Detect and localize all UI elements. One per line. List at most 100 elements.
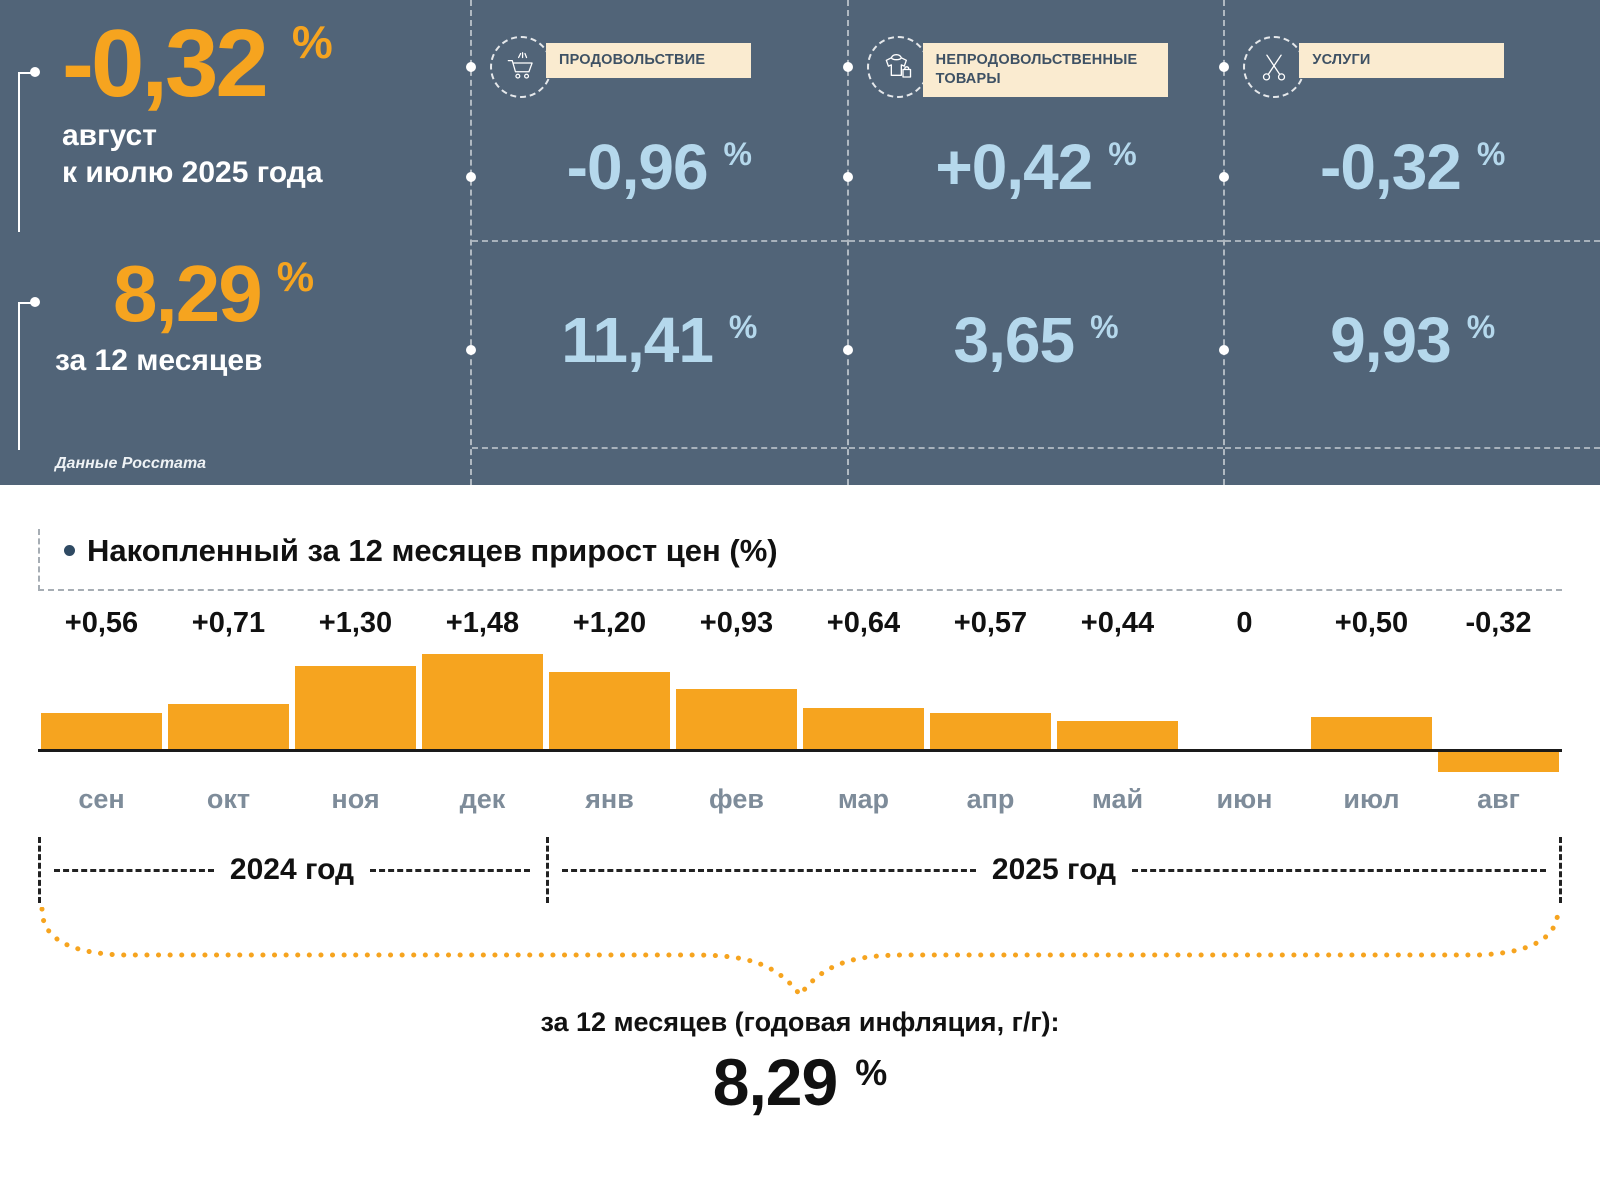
- month-label-фев: фев: [709, 784, 764, 814]
- bar-май: [1057, 721, 1178, 749]
- bar-cell: [1181, 752, 1308, 776]
- dashed-divider: [848, 240, 1224, 242]
- bar-cell: [673, 752, 800, 776]
- year-label: 2025 год: [991, 853, 1117, 886]
- bars-negative-row: [38, 752, 1562, 776]
- marker-dot: [466, 62, 476, 72]
- bar-value-label: +0,57: [953, 607, 1028, 639]
- infographic-root: -0,32% август к июлю 2025 года 8,29% за …: [0, 0, 1600, 1120]
- dashed-divider: [848, 447, 1224, 449]
- marker-dot: [30, 67, 40, 77]
- month-label-июл: июл: [1343, 784, 1400, 814]
- dashed-divider: [1225, 447, 1600, 449]
- category-header: ПРОДОВОЛЬСТВИЕ: [490, 36, 751, 98]
- dashed-divider: [1225, 240, 1600, 242]
- year-dash-line: [370, 868, 530, 872]
- bar-value-label: -0,32: [1465, 607, 1532, 639]
- category-columns: ПРОДОВОЛЬСТВИЕ -0,96% 11,41% НЕПРОДОВОЛЬСТВ…: [466, 0, 1600, 485]
- year-bracket-tick: [1559, 837, 1562, 903]
- bar-cell: [292, 752, 419, 776]
- annual-inflation-caption: за 12 месяцев (годовая инфляция, г/г):: [540, 1007, 1060, 1037]
- month-label-окт: окт: [206, 784, 251, 814]
- bar-value-label: +1,20: [572, 607, 647, 639]
- chart-title-row: Накопленный за 12 месяцев прирост цен (%…: [38, 527, 1562, 591]
- bar-value-label: +0,56: [64, 607, 139, 639]
- shopping-cart-icon: [490, 36, 552, 98]
- bar-value-label: +0,44: [1080, 607, 1155, 639]
- headline-monthly-label: август к июлю 2025 года: [62, 118, 323, 190]
- month-label-ноя: ноя: [331, 784, 380, 814]
- bar-cell: [292, 652, 419, 749]
- category-column-food: ПРОДОВОЛЬСТВИЕ -0,96% 11,41%: [466, 0, 847, 485]
- bar-value-label: +1,30: [318, 607, 393, 639]
- bar-value-labels-row: +0,56 +0,71 +1,30 +1,48 +1,20 +0,93 +0,64 +0,57…: [38, 607, 1562, 640]
- marker-dot: [842, 345, 853, 355]
- month-label-сен: сен: [78, 784, 125, 814]
- year-dash-line: [562, 868, 976, 872]
- month-label-дек: дек: [459, 784, 506, 814]
- bar-дек: [422, 654, 543, 749]
- dashed-divider: [472, 240, 847, 242]
- month-label-авг: авг: [1477, 784, 1520, 814]
- bar-cell: [673, 652, 800, 749]
- bar-сен: [41, 713, 162, 749]
- annual-inflation-value: 8,29%: [712, 1045, 888, 1119]
- marker-dot: [1219, 345, 1230, 355]
- bar-cell: [927, 752, 1054, 776]
- category-label: НЕПРОДОВОЛЬСТВЕННЫЕ ТОВАРЫ: [922, 43, 1168, 97]
- headline-monthly-value: -0,32%: [62, 10, 333, 117]
- category-monthly-value: -0,96%: [566, 131, 752, 203]
- year-group-2025-год: 2025 год: [546, 837, 1562, 903]
- marker-dot: [1219, 172, 1230, 182]
- marker-dot: [842, 62, 853, 72]
- bars-positive-row: [38, 652, 1562, 749]
- category-header: НЕПРОДОВОЛЬСТВЕННЫЕ ТОВАРЫ: [866, 36, 1168, 98]
- year-dash-line: [1132, 868, 1546, 872]
- category-column-services: УСЛУГИ -0,32% 9,93%: [1219, 0, 1600, 485]
- category-header: УСЛУГИ: [1243, 36, 1505, 98]
- marker-dot: [466, 345, 476, 355]
- bar-cell: [1308, 752, 1435, 776]
- headline-yearly-label: за 12 месяцев: [55, 344, 263, 377]
- bar-cell: [38, 752, 165, 776]
- bar-ноя: [295, 666, 416, 749]
- category-yearly-value: 11,41%: [561, 304, 758, 376]
- bar-cell: [927, 652, 1054, 749]
- bar-cell: [419, 652, 546, 749]
- summary-panel: -0,32% август к июлю 2025 года 8,29% за …: [0, 0, 1600, 485]
- category-label: УСЛУГИ: [1299, 43, 1505, 78]
- bar-cell: [165, 752, 292, 776]
- bar-cell: [1435, 752, 1562, 776]
- bar-cell: [1054, 652, 1181, 749]
- bar-cell: [546, 652, 673, 749]
- bar-value-label: +0,93: [699, 607, 774, 639]
- headline-yearly-value: 8,29%: [113, 249, 315, 338]
- bar-cell: [1181, 652, 1308, 749]
- bar-value-label: +0,50: [1334, 607, 1409, 639]
- category-yearly-value: 3,65%: [953, 304, 1119, 376]
- title-bullet-dot: [64, 545, 75, 556]
- headline-column: -0,32% август к июлю 2025 года 8,29% за …: [0, 0, 470, 485]
- headline-yearly-stat: 8,29% за 12 месяцев: [55, 252, 314, 380]
- month-labels-row: сен окт ноя дек янв фев мар апр май июн июл авг: [38, 784, 1562, 815]
- marker-dot: [842, 172, 853, 182]
- month-label-апр: апр: [966, 784, 1015, 814]
- marker-dot: [30, 297, 40, 307]
- dashed-divider: [472, 447, 847, 449]
- bar-value-label: 0: [1236, 607, 1253, 639]
- month-label-янв: янв: [585, 784, 634, 814]
- bar-cell: [800, 652, 927, 749]
- bar-cell: [800, 752, 927, 776]
- bar-фев: [676, 689, 797, 749]
- bar-мар: [803, 708, 924, 749]
- category-label: ПРОДОВОЛЬСТВИЕ: [546, 43, 751, 78]
- dotted-brace: [39, 907, 1561, 1000]
- category-monthly-value: -0,32%: [1320, 131, 1506, 203]
- chart-section: Накопленный за 12 месяцев прирост цен (%…: [0, 527, 1600, 1120]
- bar-янв: [549, 672, 670, 749]
- bar-value-label: +0,64: [826, 607, 901, 639]
- data-source-note: Данные Росстата: [55, 455, 207, 472]
- year-bracket-tick: [38, 837, 41, 903]
- bar-cell: [1435, 652, 1562, 749]
- brace-container: [38, 907, 1562, 1007]
